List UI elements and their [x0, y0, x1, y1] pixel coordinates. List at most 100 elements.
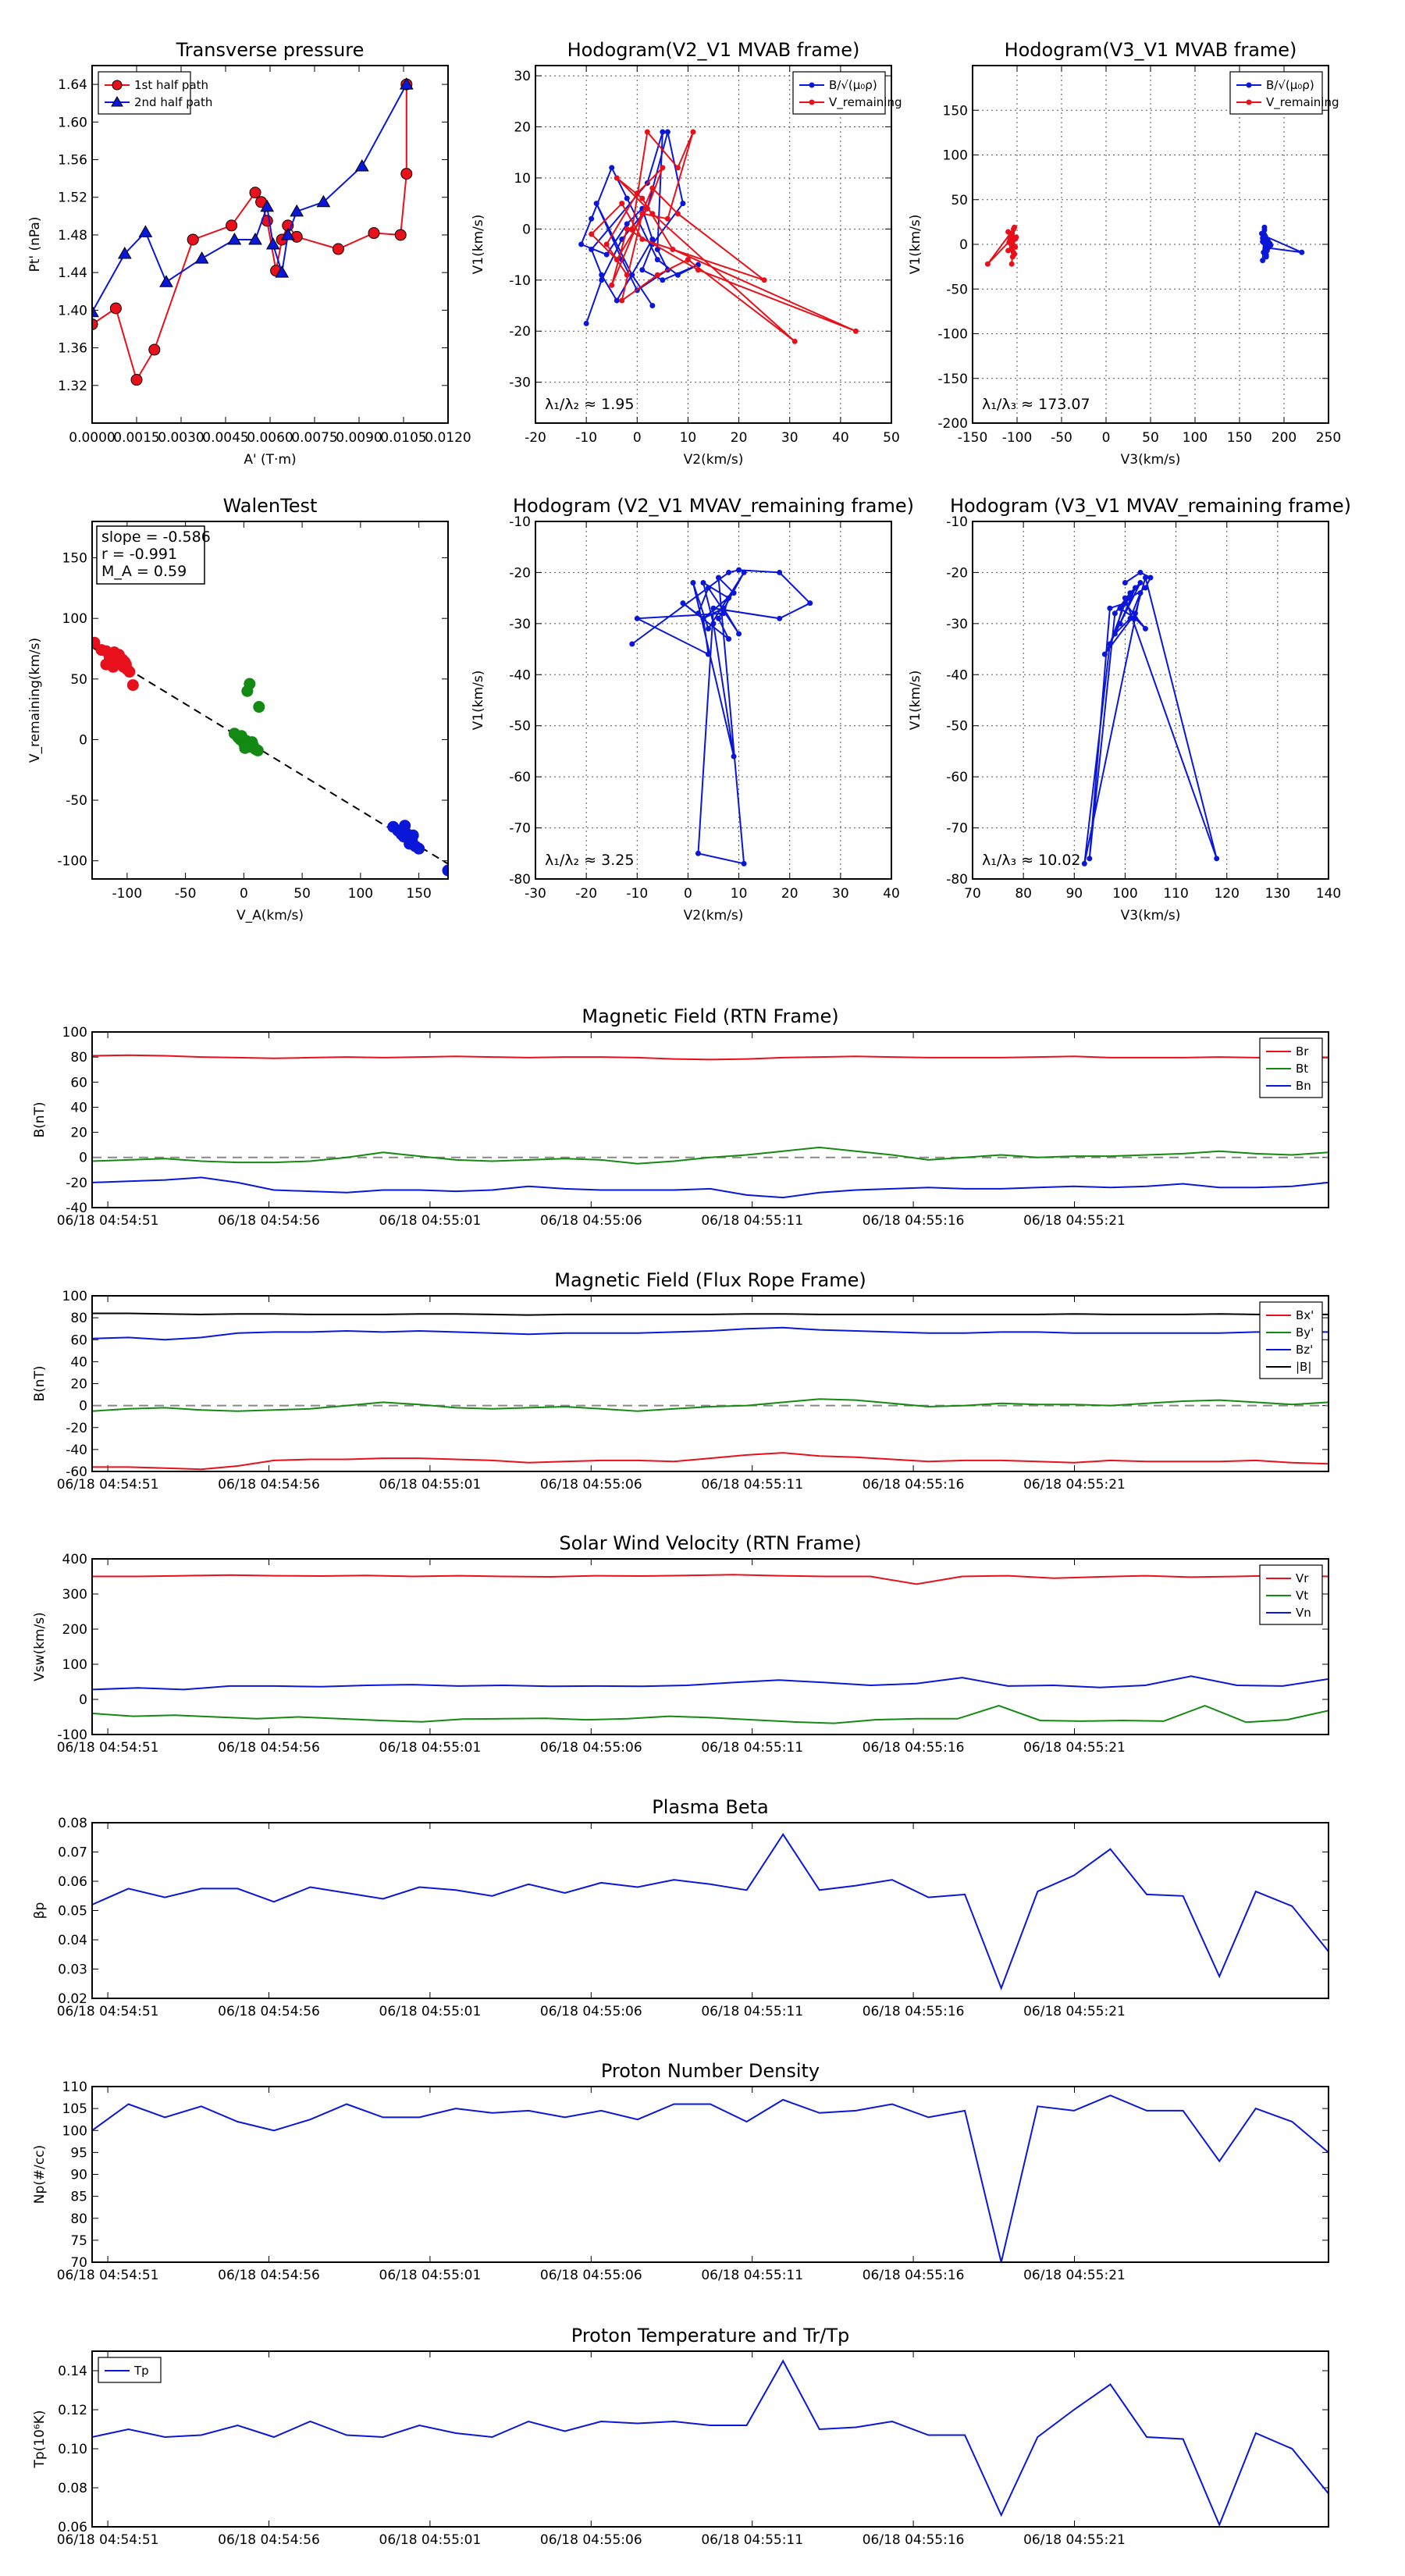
x-tick-label: 0.0120 [425, 430, 471, 446]
data-point [1122, 600, 1128, 607]
data-point [109, 302, 122, 315]
chart-title: Plasma Beta [652, 1796, 768, 1818]
plot-area [92, 1312, 1329, 1471]
data-point [92, 318, 98, 330]
y-axis-label: Tp(10⁶K) [32, 2410, 48, 2468]
x-tick-label: 0.0090 [336, 430, 382, 446]
data-point [649, 236, 656, 242]
chart-title: Proton Temperature and Tr/Tp [571, 2325, 849, 2347]
x-tick-label: 06/18 04:55:06 [540, 1740, 642, 1756]
data-point [685, 257, 691, 263]
series-Tp [92, 2359, 1329, 2527]
data-point [614, 257, 620, 263]
data-point [649, 303, 656, 309]
x-tick-label: -100 [1002, 430, 1033, 446]
data-point [400, 168, 413, 180]
data-point [716, 575, 722, 581]
data-point [1117, 605, 1123, 611]
y-tick-label: 85 [70, 2190, 87, 2205]
legend-marker [111, 96, 123, 107]
data-point [1147, 575, 1154, 581]
data-point [619, 297, 625, 304]
y-tick-label: 1.52 [58, 190, 87, 206]
y-tick-label: 1.40 [58, 303, 87, 318]
y-tick-label: -20 [509, 324, 531, 340]
y-tick-label: 80 [70, 1050, 87, 1066]
data-point [731, 590, 737, 596]
data-point [1260, 258, 1266, 264]
data-point [251, 744, 264, 756]
x-tick-label: 06/18 04:54:51 [57, 2004, 159, 2019]
data-point [239, 742, 251, 754]
x-tick-label: 10 [680, 430, 697, 446]
data-point [710, 621, 717, 627]
x-tick-label: 0 [240, 886, 248, 902]
x-tick-label: 70 [964, 886, 981, 902]
x-tick-label: 50 [1142, 430, 1159, 446]
y-axis-label: B(nT) [32, 1365, 48, 1401]
y-axis-label: V1(km/s) [471, 215, 486, 275]
x-tick-label: 30 [832, 886, 849, 902]
legend-label: Vr [1296, 1571, 1309, 1585]
chart-title: WalenTest [223, 495, 318, 517]
data-point [791, 338, 798, 344]
y-tick-label: -40 [946, 667, 968, 683]
series-red [92, 636, 139, 692]
x-tick-label: 06/18 04:55:16 [863, 1740, 965, 1756]
chart-hodogram-v3v1-mvab: Hodogram(V3_V1 MVAB frame)-200-150-100-5… [908, 39, 1341, 468]
x-tick-label: 06/18 04:55:01 [379, 2268, 482, 2283]
series-B/sqrt(mu0 rho) [1259, 224, 1305, 264]
data-point [1127, 615, 1133, 621]
data-point [194, 251, 209, 264]
data-point [1132, 610, 1138, 617]
data-point [609, 282, 615, 288]
y-tick-label: 0 [959, 237, 968, 253]
y-tick-label: -10 [509, 273, 531, 289]
y-tick-label: 1.60 [58, 115, 87, 130]
annotation-box [96, 525, 205, 585]
series-line [631, 569, 812, 865]
data-point [107, 660, 119, 673]
x-tick-label: 120 [1214, 886, 1239, 902]
legend-marker [1246, 82, 1252, 88]
x-axis-label: V3(km/s) [1121, 908, 1181, 923]
data-point [777, 615, 783, 621]
data-point [1005, 247, 1012, 254]
series-Vt [92, 1705, 1329, 1724]
data-point [253, 701, 265, 713]
data-point [634, 190, 640, 197]
y-tick-label: -10 [946, 514, 968, 530]
annotation-text: λ₁/λ₂ ≈ 3.25 [545, 852, 634, 869]
x-tick-label: 06/18 04:55:01 [379, 2004, 482, 2019]
y-tick-label: 0.05 [58, 1904, 87, 1920]
series-Vn [92, 1675, 1329, 1691]
y-tick-label: 70 [70, 2255, 87, 2271]
data-point [680, 201, 686, 207]
data-point [664, 215, 670, 222]
x-tick-label: 06/18 04:55:11 [701, 1477, 803, 1493]
data-point [624, 221, 630, 227]
legend-label: Bt [1296, 1062, 1308, 1076]
series-line [92, 1176, 1329, 1199]
data-point [644, 129, 650, 135]
y-tick-label: -20 [66, 1176, 87, 1191]
y-tick-label: 0.04 [58, 1933, 87, 1948]
y-tick-label: 100 [62, 611, 87, 627]
x-tick-label: 06/18 04:55:11 [701, 1213, 803, 1229]
series-line [92, 1398, 1329, 1412]
x-tick-label: -50 [1051, 430, 1072, 446]
data-point [690, 580, 696, 586]
y-tick-label: -100 [57, 1727, 87, 1743]
x-tick-label: 0.0060 [247, 430, 293, 446]
legend-label: |B| [1296, 1360, 1311, 1374]
y-tick-label: 0.08 [58, 2481, 87, 2496]
data-point [639, 211, 646, 217]
data-point [603, 241, 610, 247]
x-tick-label: 0.0105 [380, 430, 426, 446]
y-tick-label: 100 [62, 1025, 87, 1041]
data-point [680, 600, 686, 607]
x-tick-label: 06/18 04:55:21 [1023, 2004, 1126, 2019]
y-tick-label: -40 [66, 1443, 87, 1458]
data-point [593, 201, 599, 207]
